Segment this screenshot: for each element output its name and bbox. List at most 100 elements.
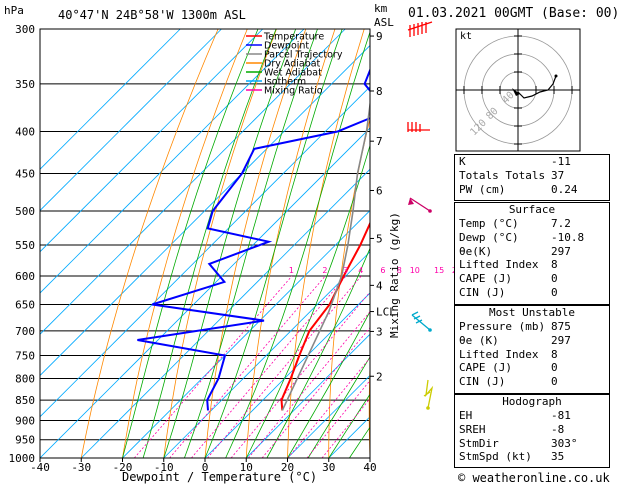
hodograph-table-title: Hodograph xyxy=(502,395,562,408)
right-axis-title: Mixing Ratio (g/kg) xyxy=(388,212,401,338)
x-tick-label: -30 xyxy=(71,461,91,474)
row-label: Temp (°C) xyxy=(459,217,519,230)
legend-label: Dry Adiabat xyxy=(264,59,321,70)
dry-adiabat xyxy=(368,357,370,458)
wet-adiabat xyxy=(142,29,277,458)
isotherm-line xyxy=(40,29,305,294)
row-value: 37 xyxy=(551,168,565,182)
km-tick-label: 2 xyxy=(376,370,383,383)
row-label: Pressure (mb) xyxy=(459,320,546,333)
km-tick-label: 8 xyxy=(376,85,383,98)
wet-adiabat xyxy=(287,310,370,458)
mixing-ratio-line xyxy=(230,291,370,458)
row-value: 8 xyxy=(551,347,558,361)
row-value: 0.24 xyxy=(551,182,578,196)
isotherm-line xyxy=(163,251,370,458)
mixing-ratio-label: 1 xyxy=(289,266,294,275)
pressure-tick-label: 550 xyxy=(15,239,35,252)
x-axis-title: Dewpoint / Temperature (°C) xyxy=(122,470,317,484)
table-row: StmSpd (kt) 35 xyxy=(455,450,609,464)
mixing-ratio-line xyxy=(248,311,370,458)
hodograph-plot: kt 40 80 120 xyxy=(455,28,581,152)
wet-adiabat xyxy=(266,247,370,458)
row-label: Dewp (°C) xyxy=(459,230,519,244)
isotherm-line xyxy=(40,86,370,418)
isotherm-line xyxy=(40,127,370,458)
x-tick-label: -20 xyxy=(113,461,133,474)
table-row: CAPE (J) 0 xyxy=(455,272,609,286)
mixing-ratio-label: 15 xyxy=(434,266,444,275)
legend-label: Temperature xyxy=(263,32,324,43)
pressure-tick-label: 700 xyxy=(15,325,35,338)
dry-adiabat xyxy=(80,29,219,458)
pressure-tick-label: 1000 xyxy=(9,452,36,465)
row-value: 7.2 xyxy=(551,217,571,230)
isotherm-line xyxy=(40,29,346,335)
isotherm-line xyxy=(204,292,370,458)
series-parcel-trajectory xyxy=(281,98,370,411)
series-temperature xyxy=(280,221,370,411)
row-label: SREH xyxy=(459,422,486,436)
wind-barbs xyxy=(407,21,434,410)
row-label: Lifted Index xyxy=(459,258,539,272)
isotherm-line xyxy=(80,168,370,458)
pressure-tick-label: 400 xyxy=(15,126,35,139)
table-row: CIN (J) 0 xyxy=(455,375,609,389)
surface-title: Surface xyxy=(508,203,556,216)
row-label: θe(K) xyxy=(459,244,493,258)
mixing-ratio-label: 4 xyxy=(358,266,363,275)
isotherm-line xyxy=(40,29,222,212)
pressure-tick-label: 300 xyxy=(15,23,35,36)
surface-panel: Surface Temp (°C) 7.2 Dewp (°C) -10.8 θe(K) 2… xyxy=(454,202,610,305)
x-tick-label: 20 xyxy=(281,461,294,474)
row-label: StmDir xyxy=(459,436,499,450)
isotherm-line xyxy=(40,29,264,253)
row-label: Lifted Index xyxy=(459,347,539,361)
wet-adiabat xyxy=(225,30,370,458)
wet-adiabat xyxy=(204,29,343,458)
pressure-tick-label: 850 xyxy=(15,394,35,407)
pressure-tick-label: 750 xyxy=(15,349,35,362)
row-value: 0 xyxy=(551,361,558,375)
dry-adiabat xyxy=(163,29,277,458)
row-label: StmSpd (kt) xyxy=(459,450,532,464)
row-label: PW (cm) xyxy=(459,182,506,196)
km-tick-label: 9 xyxy=(376,30,383,43)
lcl-label: LCL xyxy=(376,306,396,319)
x-tick-label: -10 xyxy=(154,461,174,474)
row-value: -8 xyxy=(551,422,565,436)
pressure-tick-label: 500 xyxy=(15,205,35,218)
pressure-tick-label: 950 xyxy=(15,434,35,447)
wind-barb-300 xyxy=(407,21,433,37)
dry-adiabat xyxy=(408,29,452,458)
wet-adiabat xyxy=(307,356,370,458)
isotherm-line xyxy=(122,209,370,458)
row-value: 297 xyxy=(551,333,571,347)
km-tick-label: 7 xyxy=(376,135,383,148)
pressure-tick-label: 350 xyxy=(15,78,35,91)
row-value: -10.8 xyxy=(551,230,585,244)
indices-panel: K -11 Totals Totals 37 PW (cm) 0.24 xyxy=(454,154,610,201)
hodograph-unit: kt xyxy=(460,31,472,42)
wet-adiabat xyxy=(184,29,318,458)
pressure-tick-label: 450 xyxy=(15,167,35,180)
table-row: Lifted Index 8 xyxy=(455,258,609,272)
legend-label: Mixing Ratio xyxy=(264,86,323,97)
row-value: 303° xyxy=(551,436,578,450)
km-tick-label: 3 xyxy=(376,325,383,338)
pressure-tick-label: 900 xyxy=(15,414,35,427)
wind-barb-500 xyxy=(408,197,432,213)
table-row: EH -81 xyxy=(455,409,609,423)
x-tick-label: 30 xyxy=(322,461,335,474)
pressure-tick-label: 800 xyxy=(15,372,35,385)
table-row: Temp (°C) 7.2 xyxy=(455,217,609,231)
row-label: CIN (J) xyxy=(459,285,506,299)
mixing-ratio-label: 6 xyxy=(380,266,385,275)
x-tick-label: 0 xyxy=(202,461,209,474)
most-unstable-title: Most Unstable xyxy=(488,306,576,319)
legend-label: Dewpoint xyxy=(264,41,309,52)
km-tick-label: 5 xyxy=(376,232,383,245)
table-row: CIN (J) 0 xyxy=(455,286,609,300)
wind-barb-700 xyxy=(411,311,432,332)
